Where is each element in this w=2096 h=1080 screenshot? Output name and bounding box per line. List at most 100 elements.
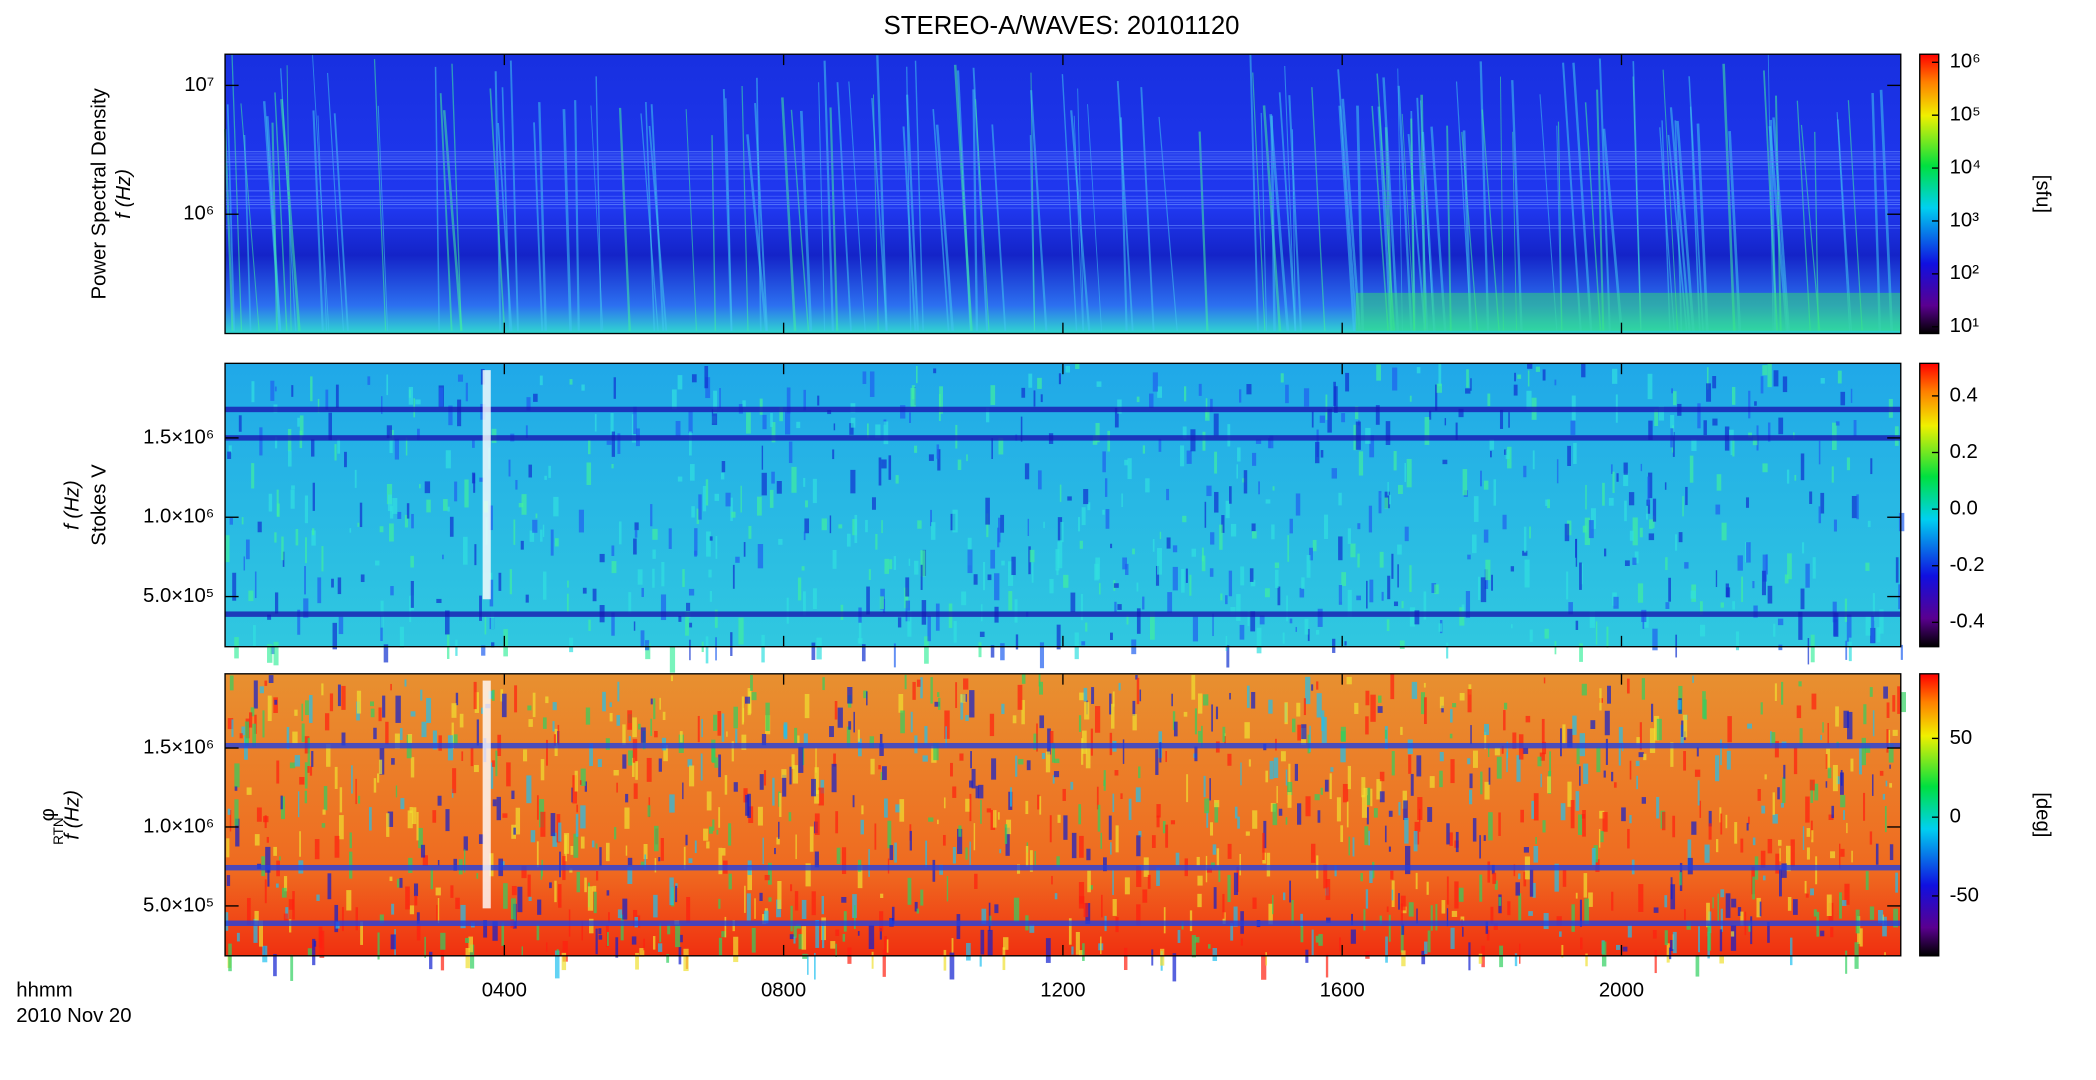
speck	[990, 549, 996, 569]
speck	[575, 814, 579, 837]
speck	[225, 535, 230, 563]
speck	[1850, 758, 1854, 772]
speck	[746, 412, 751, 434]
speck	[1799, 728, 1803, 747]
speck	[1365, 889, 1369, 909]
speck	[846, 726, 851, 748]
speck	[1378, 491, 1382, 514]
streak	[262, 101, 282, 331]
speck	[1473, 496, 1479, 522]
speck	[573, 833, 579, 858]
speck	[714, 609, 718, 628]
speck	[1704, 844, 1710, 863]
speck	[1197, 875, 1203, 886]
streak	[1722, 63, 1736, 331]
speck	[611, 561, 617, 574]
speck	[1301, 577, 1305, 589]
speck	[1126, 614, 1129, 625]
speck	[1391, 751, 1395, 776]
speck	[1648, 533, 1655, 541]
speck	[1622, 946, 1628, 952]
speck	[1800, 453, 1805, 481]
speck	[337, 684, 341, 707]
speck	[1843, 810, 1845, 820]
speck	[974, 873, 978, 890]
speck	[1537, 756, 1542, 767]
speck	[1065, 365, 1070, 373]
speck	[748, 525, 752, 539]
speck	[1015, 634, 1019, 650]
speck	[881, 520, 883, 534]
speck	[850, 417, 856, 428]
speck	[661, 561, 665, 587]
speck	[882, 599, 886, 614]
speck	[1836, 776, 1840, 785]
speck	[922, 755, 928, 762]
speck	[1623, 462, 1628, 475]
speck	[1112, 793, 1115, 813]
speck	[1665, 557, 1668, 571]
speck	[1802, 826, 1805, 850]
speck	[1186, 774, 1189, 803]
speck	[1506, 752, 1508, 773]
speck	[1136, 582, 1139, 592]
speck	[1096, 381, 1102, 387]
speck	[770, 412, 773, 427]
speck	[259, 686, 264, 694]
speck	[1889, 844, 1894, 861]
speck	[1272, 894, 1274, 915]
speck	[914, 560, 919, 575]
speck	[385, 721, 389, 745]
speck	[548, 465, 551, 478]
speck	[920, 564, 923, 590]
y-tick-label: 1.0×10⁶	[143, 815, 214, 837]
speck	[1305, 796, 1311, 817]
speck	[582, 587, 587, 594]
speck	[410, 555, 414, 568]
speck	[986, 808, 992, 813]
speck	[683, 846, 686, 870]
band	[225, 435, 1901, 441]
speck	[1875, 843, 1879, 865]
speck	[1160, 948, 1165, 966]
speck	[1461, 604, 1465, 618]
speck	[283, 876, 288, 892]
speck	[1787, 896, 1792, 911]
speck	[1029, 850, 1033, 872]
speck	[234, 786, 238, 791]
speck	[657, 943, 663, 952]
speck	[426, 499, 431, 513]
speck	[1762, 554, 1767, 582]
speck	[849, 423, 854, 435]
speck	[688, 588, 695, 596]
speck	[611, 463, 614, 469]
speck	[732, 564, 735, 589]
speck	[627, 857, 633, 866]
speck	[227, 451, 232, 459]
speck	[561, 952, 567, 971]
speck	[677, 375, 683, 390]
speck	[1809, 491, 1813, 504]
speck	[476, 719, 479, 746]
speck	[765, 702, 770, 731]
speck	[1762, 365, 1768, 376]
speck	[1025, 845, 1029, 867]
speck	[1333, 381, 1336, 406]
speck	[1472, 750, 1478, 768]
speck	[532, 692, 536, 718]
speck	[1831, 466, 1834, 483]
speck	[407, 734, 413, 744]
speck	[1809, 779, 1815, 791]
speck	[706, 841, 710, 849]
streak	[327, 72, 344, 331]
speck	[483, 920, 488, 938]
speck	[1746, 542, 1751, 563]
speck	[1149, 611, 1155, 640]
speck	[832, 449, 835, 460]
speck	[1848, 637, 1852, 662]
speck	[1726, 750, 1731, 770]
speck	[1114, 601, 1117, 613]
speck	[677, 476, 683, 482]
speck	[1000, 514, 1005, 533]
